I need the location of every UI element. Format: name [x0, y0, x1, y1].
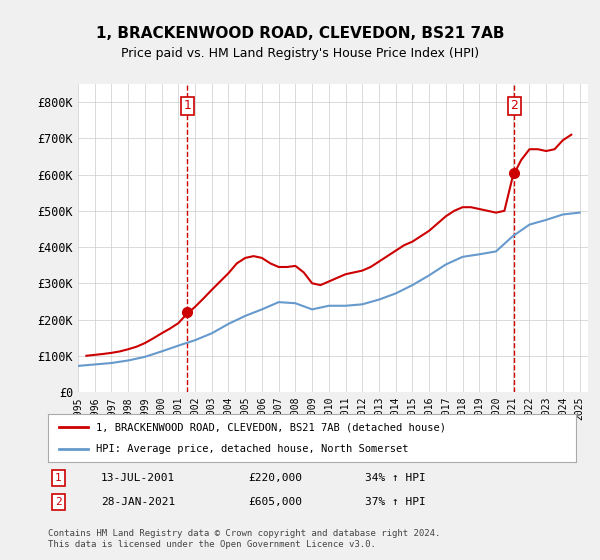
Text: 37% ↑ HPI: 37% ↑ HPI [365, 497, 425, 507]
Text: Contains HM Land Registry data © Crown copyright and database right 2024.
This d: Contains HM Land Registry data © Crown c… [48, 529, 440, 549]
Text: 2: 2 [55, 497, 62, 507]
Text: 1: 1 [55, 473, 62, 483]
Text: 1, BRACKENWOOD ROAD, CLEVEDON, BS21 7AB: 1, BRACKENWOOD ROAD, CLEVEDON, BS21 7AB [96, 26, 504, 41]
Text: 28-JAN-2021: 28-JAN-2021 [101, 497, 175, 507]
Text: Price paid vs. HM Land Registry's House Price Index (HPI): Price paid vs. HM Land Registry's House … [121, 46, 479, 60]
Text: £220,000: £220,000 [248, 473, 302, 483]
Text: 34% ↑ HPI: 34% ↑ HPI [365, 473, 425, 483]
Text: 1: 1 [184, 99, 191, 112]
Text: 1, BRACKENWOOD ROAD, CLEVEDON, BS21 7AB (detached house): 1, BRACKENWOOD ROAD, CLEVEDON, BS21 7AB … [95, 422, 446, 432]
Text: £605,000: £605,000 [248, 497, 302, 507]
Text: HPI: Average price, detached house, North Somerset: HPI: Average price, detached house, Nort… [95, 444, 408, 454]
Text: 13-JUL-2001: 13-JUL-2001 [101, 473, 175, 483]
Text: 2: 2 [510, 99, 518, 112]
